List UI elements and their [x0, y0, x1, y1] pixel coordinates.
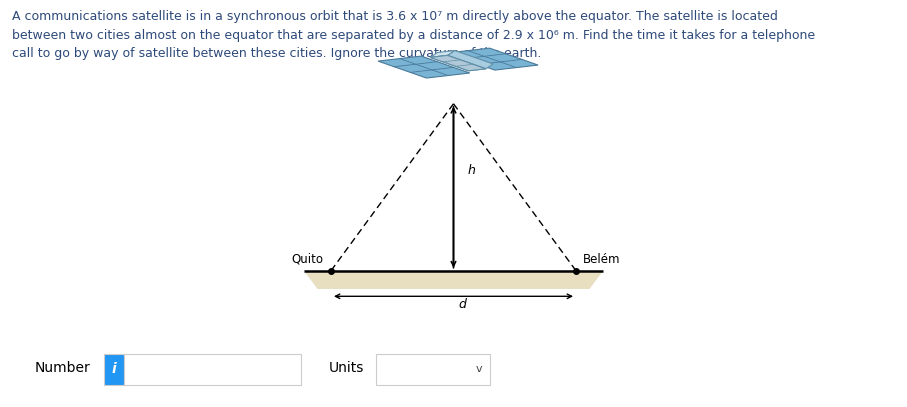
- FancyBboxPatch shape: [124, 354, 301, 385]
- Text: Units: Units: [328, 361, 364, 375]
- Text: Quito: Quito: [292, 253, 324, 266]
- Polygon shape: [304, 271, 603, 289]
- Polygon shape: [430, 55, 486, 71]
- FancyBboxPatch shape: [376, 354, 490, 385]
- FancyBboxPatch shape: [104, 354, 124, 385]
- Text: i: i: [112, 362, 117, 376]
- Text: Belém: Belém: [583, 253, 620, 266]
- Polygon shape: [430, 50, 454, 57]
- Text: d: d: [459, 298, 466, 311]
- Text: A communications satellite is in a synchronous orbit that is 3.6 x 10⁷ m directl: A communications satellite is in a synch…: [12, 10, 814, 60]
- Polygon shape: [430, 55, 486, 71]
- Text: h: h: [467, 164, 475, 177]
- Polygon shape: [447, 50, 493, 69]
- Text: v: v: [475, 364, 483, 374]
- Polygon shape: [378, 56, 470, 78]
- Text: Number: Number: [34, 361, 90, 375]
- Polygon shape: [446, 48, 538, 70]
